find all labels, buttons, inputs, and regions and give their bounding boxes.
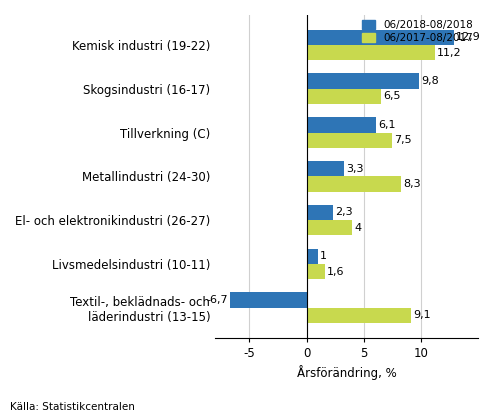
- Bar: [307, 117, 376, 133]
- Text: 3,3: 3,3: [347, 163, 364, 173]
- Text: 2,3: 2,3: [335, 208, 353, 218]
- Text: -6,7: -6,7: [206, 295, 228, 305]
- Bar: [307, 248, 318, 264]
- Text: 6,1: 6,1: [379, 120, 396, 130]
- Bar: [307, 133, 392, 148]
- Bar: [307, 74, 419, 89]
- Text: 12,9: 12,9: [457, 32, 481, 42]
- Text: 1,6: 1,6: [327, 267, 345, 277]
- Text: 7,5: 7,5: [394, 135, 412, 145]
- Bar: [307, 205, 333, 220]
- Bar: [307, 220, 352, 235]
- Legend: 06/2018-08/2018, 06/2017-08/2017: 06/2018-08/2018, 06/2017-08/2017: [362, 20, 473, 43]
- Text: 6,5: 6,5: [383, 92, 401, 102]
- Text: 1: 1: [320, 251, 327, 261]
- Text: 9,8: 9,8: [421, 76, 439, 86]
- Bar: [307, 264, 325, 279]
- Bar: [307, 45, 434, 60]
- Bar: [307, 30, 454, 45]
- Bar: [307, 176, 401, 192]
- Text: Källa: Statistikcentralen: Källa: Statistikcentralen: [10, 402, 135, 412]
- Text: 9,1: 9,1: [413, 310, 430, 320]
- Text: 8,3: 8,3: [404, 179, 422, 189]
- Text: 4: 4: [354, 223, 362, 233]
- X-axis label: Årsförändring, %: Årsförändring, %: [297, 365, 396, 380]
- Bar: [307, 89, 381, 104]
- Bar: [307, 161, 344, 176]
- Text: 11,2: 11,2: [437, 48, 461, 58]
- Bar: [230, 292, 307, 308]
- Bar: [307, 308, 411, 323]
